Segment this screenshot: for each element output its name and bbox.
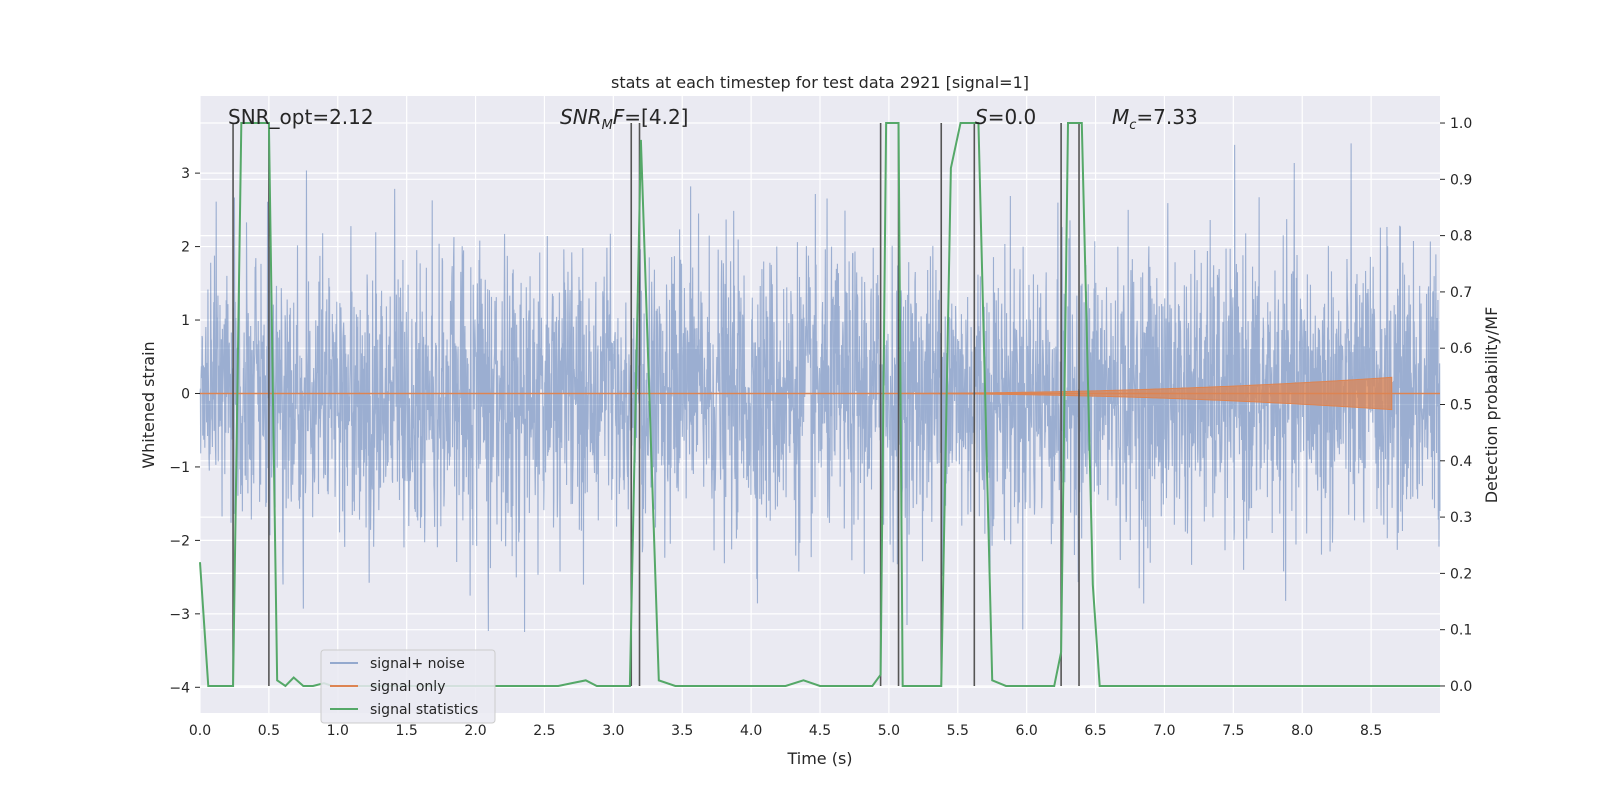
legend-label-noise: signal+ noise: [370, 656, 465, 672]
x-tick-label: 4.0: [740, 723, 762, 739]
y-tick-label: 1: [181, 313, 190, 329]
y2-tick-label: 0.7: [1450, 285, 1472, 301]
legend-box: [320, 649, 496, 724]
y2-tick-label: 1.0: [1450, 116, 1472, 132]
annotation-mc: Mc=7.33: [1112, 105, 1198, 133]
x-tick-label: 5.5: [947, 723, 969, 739]
annotation-s-stat: S=0.0: [975, 105, 1036, 129]
y-axis-label: Whitened strain: [139, 341, 158, 468]
x-tick-label: 2.0: [464, 723, 486, 739]
x-tick-label: 7.5: [1222, 723, 1244, 739]
y2-tick-label: 0.9: [1450, 172, 1472, 188]
y2-tick-label: 0.4: [1450, 454, 1472, 470]
x-tick-label: 1.5: [396, 723, 418, 739]
noise-series: [199, 143, 1441, 632]
y-tick-label: 2: [181, 240, 190, 256]
y2-tick-label: 0.0: [1450, 679, 1472, 695]
x-tick-label: 8.5: [1360, 723, 1382, 739]
x-tick-label: 6.0: [1016, 723, 1038, 739]
x-axis-label: Time (s): [786, 749, 852, 768]
signal-statistics-series: [199, 122, 1440, 688]
y2-tick-label: 0.5: [1450, 398, 1472, 414]
y2-ticks: 0.0 0.1 0.2 0.3 0.4 0.5 0.6 0.7 0.8 0.9 1.0: [1440, 116, 1472, 695]
legend-label-stats: signal statistics: [370, 702, 478, 718]
x-tick-label: 3.5: [671, 723, 693, 739]
y-tick-label: 3: [181, 166, 190, 182]
signal-noise-trace: [199, 143, 1441, 632]
y2-tick-label: 0.1: [1450, 623, 1472, 639]
y-tick-label: 0: [181, 386, 190, 402]
legend-label-signal: signal only: [370, 679, 445, 695]
x-tick-label: 4.5: [809, 723, 831, 739]
y2-tick-label: 0.6: [1450, 341, 1472, 357]
x-ticks: 0.0 0.5 1.0 1.5 2.0 2.5 3.0 3.5 4.0 4.5 5.0 5.5 6.0 6…: [189, 723, 1382, 739]
y2-tick-label: 0.3: [1450, 510, 1472, 526]
x-tick-label: 1.0: [327, 723, 349, 739]
y2-tick-label: 0.8: [1450, 229, 1472, 245]
x-tick-label: 0.0: [189, 723, 211, 739]
y2-tick-label: 0.2: [1450, 566, 1472, 582]
y-tick-label: −3: [169, 607, 190, 623]
x-tick-label: 3.0: [602, 723, 624, 739]
x-tick-label: 0.5: [258, 723, 280, 739]
annotation-snr-mf: SNRMF=[4.2]: [560, 105, 688, 133]
y2-axis-label: Detection probability/MF: [1482, 307, 1501, 504]
x-tick-label: 7.0: [1153, 723, 1175, 739]
x-tick-label: 5.0: [878, 723, 900, 739]
y-ticks: −4 −3 −2 −1 0 1 2 3: [169, 166, 200, 696]
chart-title: stats at each timestep for test data 292…: [611, 73, 1029, 92]
x-tick-label: 2.5: [533, 723, 555, 739]
x-tick-label: 8.0: [1291, 723, 1313, 739]
x-tick-label: 6.5: [1084, 723, 1106, 739]
annotation-snr-opt: SNR_opt=2.12: [228, 105, 374, 129]
y-tick-label: −2: [169, 533, 190, 549]
legend: signal+ noise signal only signal statist…: [320, 649, 496, 724]
y-tick-label: −1: [169, 460, 190, 476]
y-tick-label: −4: [169, 680, 190, 696]
